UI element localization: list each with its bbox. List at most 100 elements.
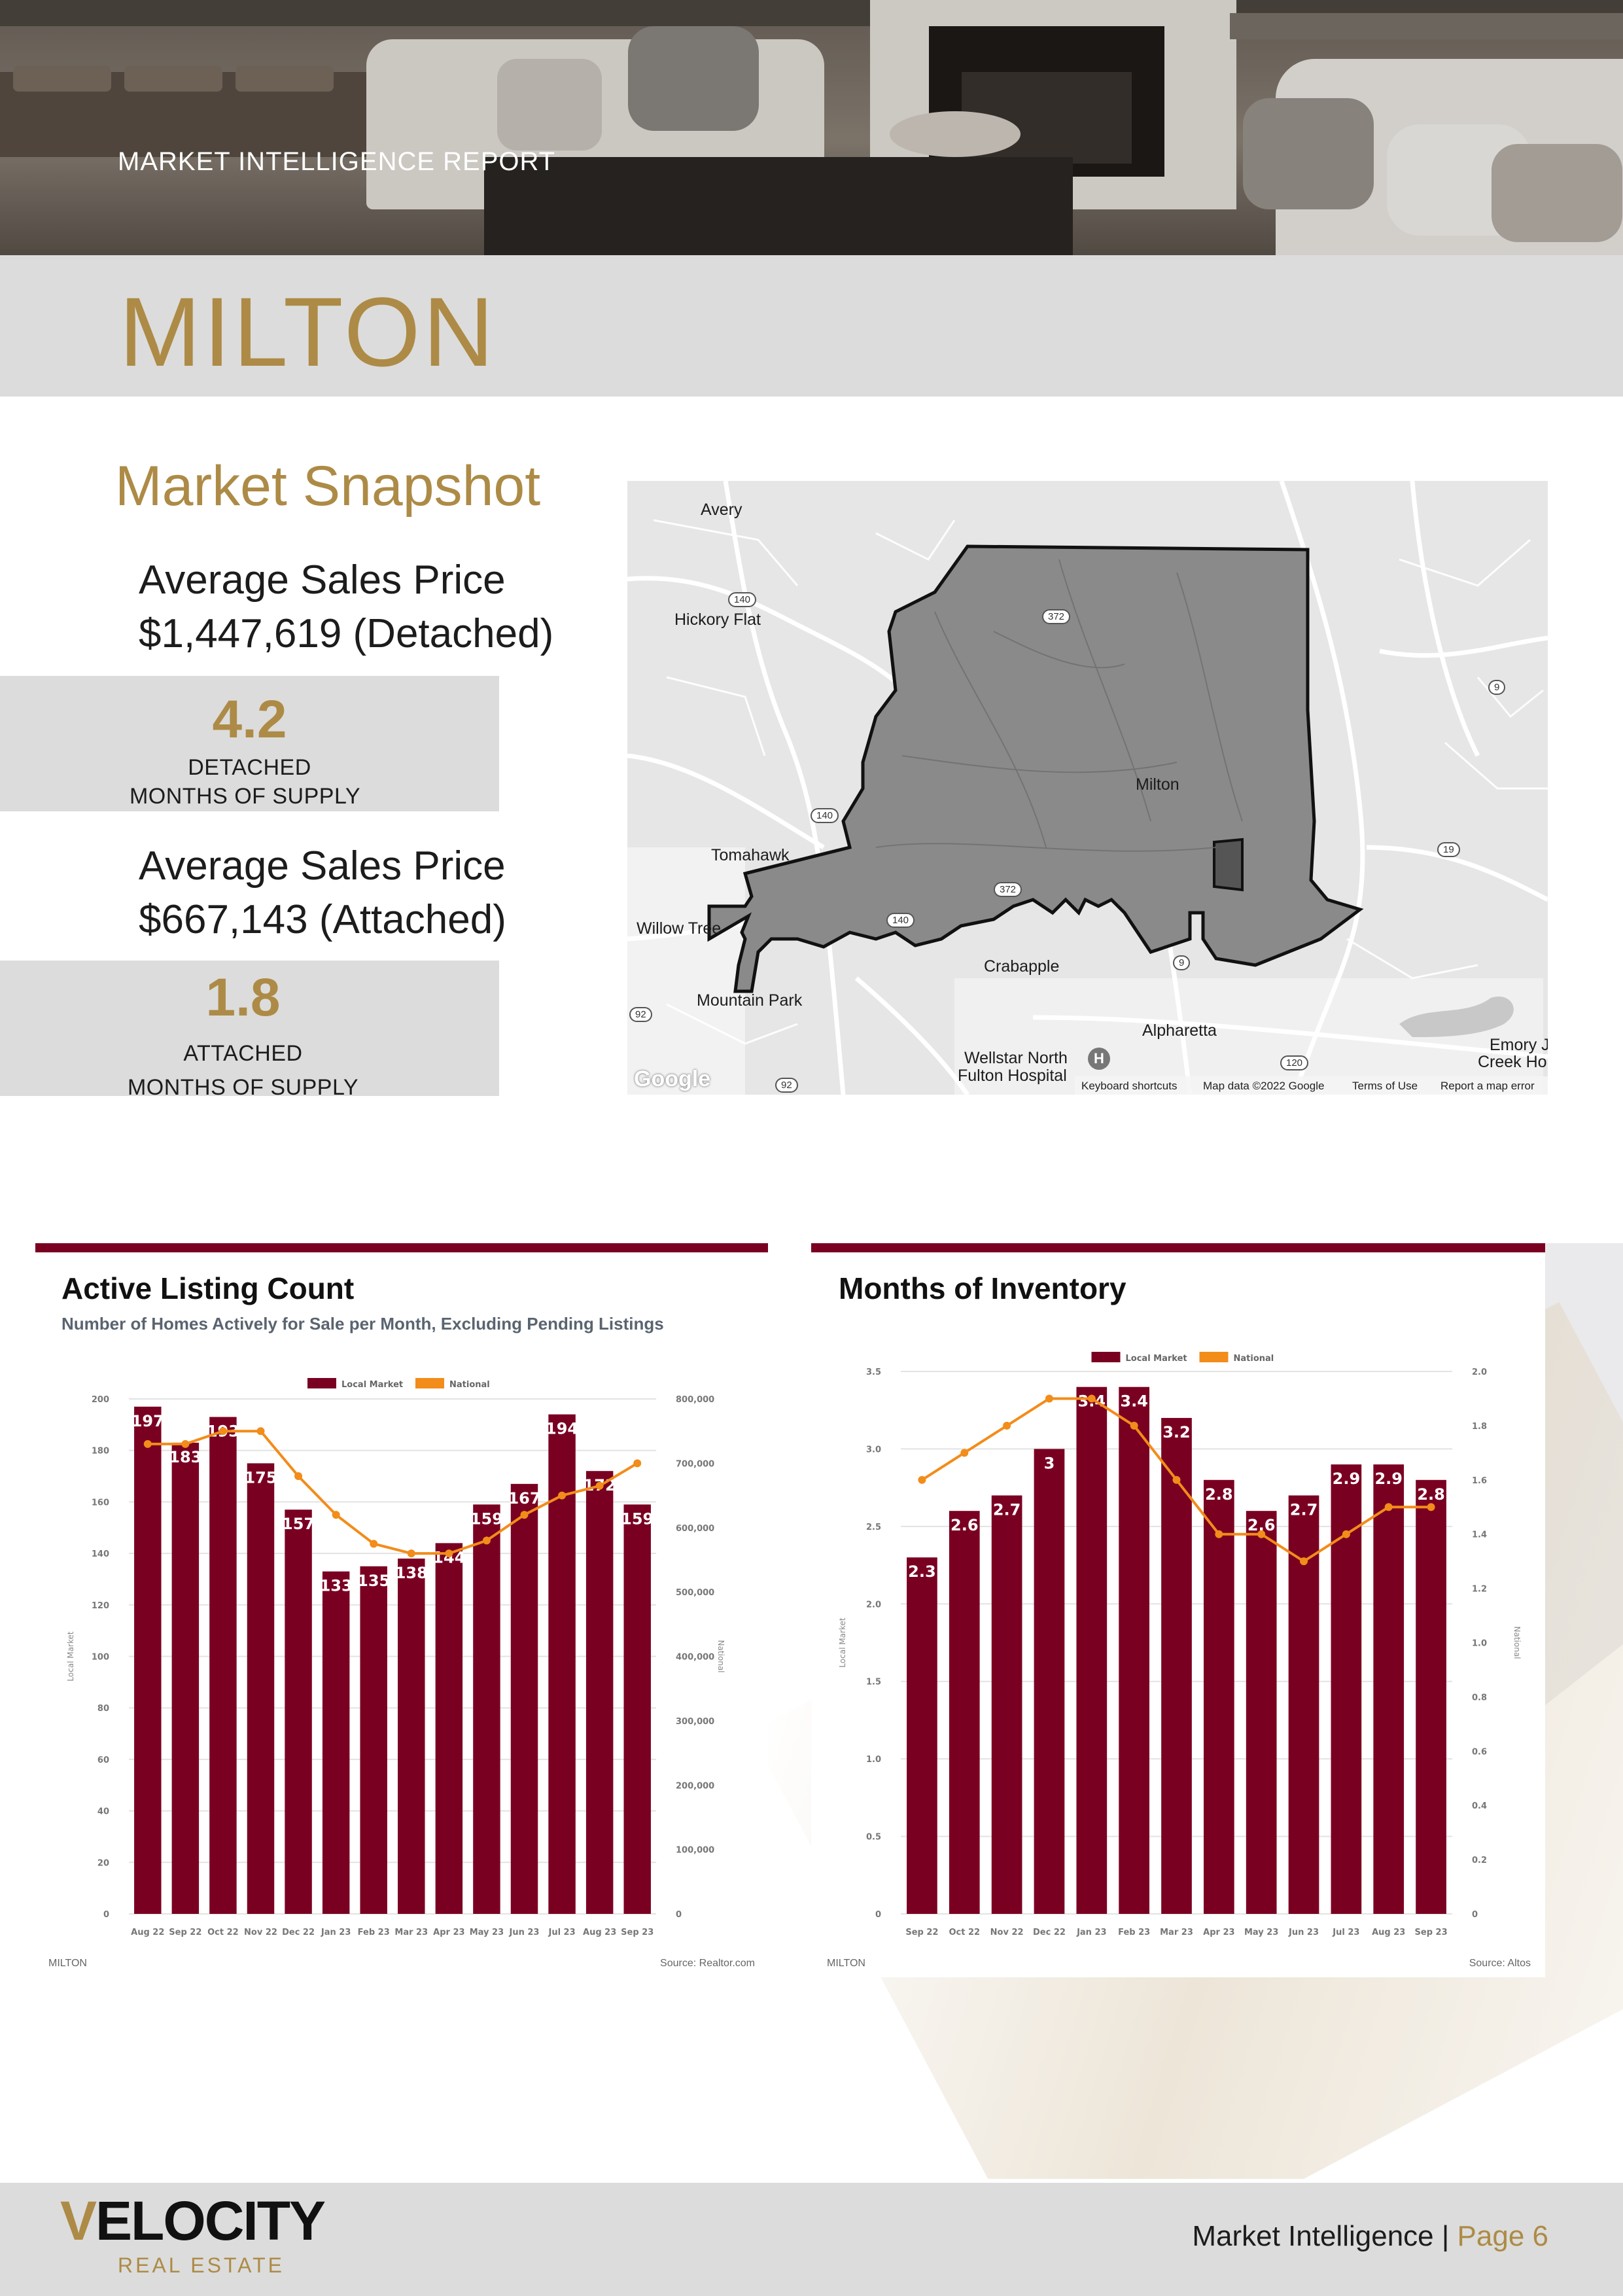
bar-value-label: 2.9 xyxy=(1374,1470,1403,1488)
x-tick-label: Mar 23 xyxy=(394,1928,428,1937)
y2-tick-label: 0 xyxy=(1472,1910,1478,1920)
national-point xyxy=(445,1549,453,1558)
x-tick-label: Mar 23 xyxy=(1160,1928,1193,1937)
x-tick-label: Jan 23 xyxy=(321,1928,351,1937)
bar-value-label: 2.3 xyxy=(908,1563,936,1581)
attached-price-value: $667,143 (Attached) xyxy=(139,897,506,942)
map-label-milton: Milton xyxy=(1136,775,1179,794)
bar xyxy=(510,1483,538,1914)
national-point xyxy=(143,1439,152,1448)
y2-tick-label: 0.8 xyxy=(1472,1693,1487,1703)
bar-value-label: 135 xyxy=(357,1572,390,1590)
y2-tick-label: 0 xyxy=(676,1910,682,1920)
national-point xyxy=(482,1536,491,1545)
bar-value-label: 133 xyxy=(320,1577,353,1595)
y2-tick-label: 0.6 xyxy=(1472,1747,1487,1757)
y-tick-label: 3.5 xyxy=(866,1368,881,1377)
y-tick-label: 0 xyxy=(103,1910,109,1920)
attached-supply-box: 1.8 ATTACHED MONTHS OF SUPPLY xyxy=(0,961,499,1100)
bar xyxy=(1034,1449,1065,1914)
national-line xyxy=(147,1430,638,1555)
y2-tick-label: 1.6 xyxy=(1472,1476,1487,1486)
national-point xyxy=(595,1481,604,1490)
bar xyxy=(1416,1479,1446,1914)
x-tick-label: Dec 22 xyxy=(1033,1928,1066,1937)
legend-swatch-national xyxy=(415,1378,444,1388)
bar xyxy=(991,1495,1022,1914)
bar xyxy=(907,1557,937,1914)
map-label-hospital: Fulton Hospital xyxy=(958,1067,1067,1085)
y2-tick-label: 1.2 xyxy=(1472,1585,1487,1595)
active-listing-chart: 0 20 40 60 80 100 120 140 160 180 200 0 100,000 200,0… xyxy=(66,1378,725,1937)
national-point xyxy=(1130,1421,1138,1430)
route-140-shield: 140 xyxy=(886,913,915,928)
route-372-shield: 372 xyxy=(1042,609,1071,624)
map[interactable]: Avery Hickory Flat Milton Tomahawk Willo… xyxy=(627,481,1548,1095)
map-keyboard-shortcuts[interactable]: Keyboard shortcuts xyxy=(1081,1080,1178,1092)
national-point xyxy=(332,1511,340,1519)
map-terms-link[interactable]: Terms of Use xyxy=(1352,1080,1418,1092)
x-tick-label: Oct 22 xyxy=(949,1928,980,1937)
logo-subtitle: REAL ESTATE xyxy=(118,2253,285,2277)
bar-value-label: 159 xyxy=(621,1510,654,1528)
bar-value-label: 167 xyxy=(508,1489,540,1508)
map-label-creek: Creek Ho xyxy=(1478,1053,1547,1071)
bar xyxy=(209,1417,237,1914)
national-point xyxy=(633,1459,642,1468)
velocity-logo: VELOCITY xyxy=(60,2193,326,2248)
bar-value-label: 175 xyxy=(244,1468,277,1487)
y2-axis-title: National xyxy=(716,1640,725,1672)
bar-value-label: 2.9 xyxy=(1333,1470,1361,1488)
footer-report-name: Market Intelligence | xyxy=(1192,2220,1457,2252)
y-axis-title: Local Market xyxy=(838,1617,847,1667)
legend-label-national: National xyxy=(1234,1354,1274,1364)
bar xyxy=(134,1406,162,1914)
months-inventory-chart: 0 0.5 1.0 1.5 2.0 2.5 3.0 3.5 0 0.2 0.4 0.6 0.8 1.0 1.… xyxy=(838,1352,1522,1937)
logo-v-mark: V xyxy=(60,2190,97,2252)
map-label-emory: Emory J xyxy=(1490,1036,1548,1054)
map-label-alpharetta: Alpharetta xyxy=(1142,1021,1217,1040)
y2-tick-label: 1.0 xyxy=(1472,1639,1487,1649)
x-tick-label: Aug 23 xyxy=(1372,1928,1405,1937)
x-tick-label: Jul 23 xyxy=(548,1928,575,1937)
x-tick-label: Nov 22 xyxy=(990,1928,1024,1937)
y2-tick-label: 0.4 xyxy=(1472,1801,1487,1811)
x-tick-label: Sep 22 xyxy=(169,1928,201,1937)
bar-value-label: 2.7 xyxy=(1290,1500,1318,1519)
bar-value-label: 183 xyxy=(169,1448,201,1466)
footer-band xyxy=(0,2183,1623,2296)
detached-supply-line2: MONTHS OF SUPPLY xyxy=(129,784,361,809)
legend-label-local: Local Market xyxy=(341,1380,403,1390)
x-tick-label: Oct 22 xyxy=(207,1928,239,1937)
national-point xyxy=(256,1427,265,1436)
legend-label-national: National xyxy=(449,1380,490,1390)
map-label-crabapple: Crabapple xyxy=(984,957,1060,976)
map-label-mountain-park: Mountain Park xyxy=(697,991,803,1010)
route-9-shield: 9 xyxy=(1488,680,1506,695)
y2-tick-label: 800,000 xyxy=(676,1395,714,1405)
x-tick-label: Aug 23 xyxy=(583,1928,616,1937)
report-label: MARKET INTELLIGENCE REPORT xyxy=(118,147,556,176)
bar xyxy=(585,1471,614,1914)
x-tick-label: Nov 22 xyxy=(244,1928,277,1937)
bar-value-label: 159 xyxy=(470,1510,503,1528)
y-tick-label: 160 xyxy=(92,1498,109,1508)
detached-supply-line1: DETACHED xyxy=(188,755,311,780)
y-tick-label: 60 xyxy=(97,1756,109,1765)
bar xyxy=(435,1543,463,1914)
bar xyxy=(360,1566,387,1914)
bar xyxy=(548,1414,576,1914)
y-tick-label: 180 xyxy=(92,1447,109,1457)
title-band xyxy=(0,255,1623,397)
bar-value-label: 138 xyxy=(395,1564,428,1582)
national-point xyxy=(1427,1503,1435,1511)
bar-value-label: 3.4 xyxy=(1120,1392,1148,1411)
national-point xyxy=(370,1540,378,1548)
national-point xyxy=(1384,1503,1393,1511)
detached-supply-box: 4.2 DETACHED MONTHS OF SUPPLY xyxy=(0,676,499,811)
active-listing-city: MILTON xyxy=(48,1958,87,1969)
map-report-error-link[interactable]: Report a map error xyxy=(1440,1080,1535,1092)
national-point xyxy=(1087,1394,1096,1403)
panel-top-bar xyxy=(35,1243,768,1252)
x-tick-label: May 23 xyxy=(1244,1928,1278,1937)
